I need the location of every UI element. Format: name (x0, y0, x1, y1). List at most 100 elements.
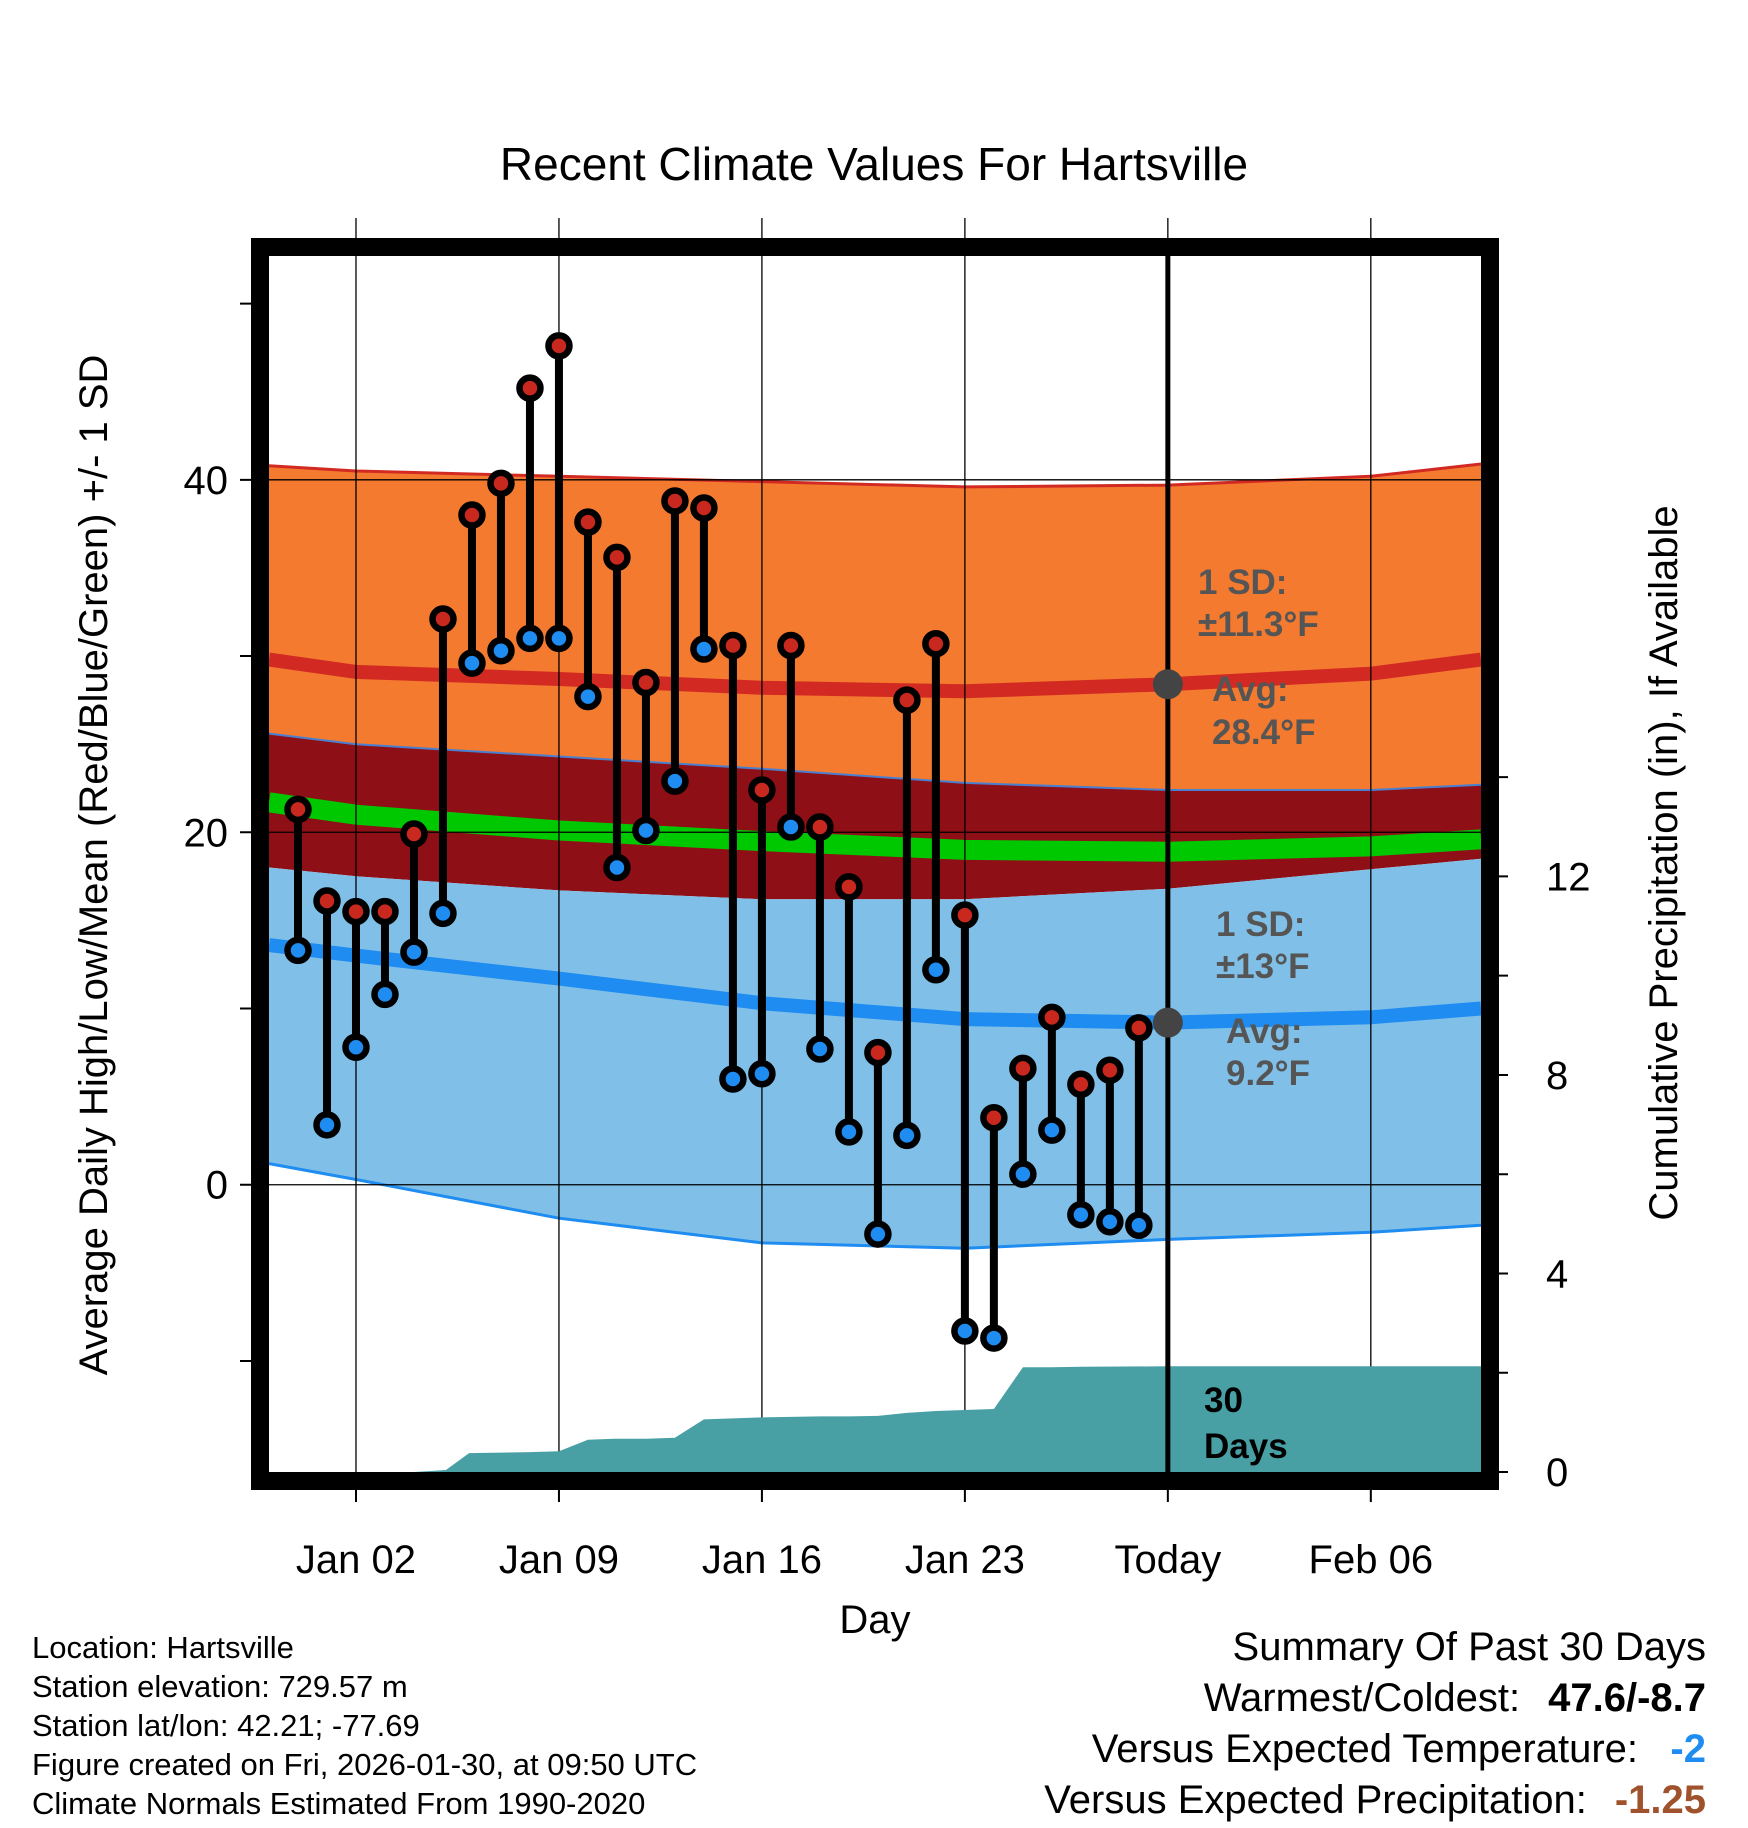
high-point (1125, 1014, 1153, 1042)
high-sd-band (269, 464, 1481, 790)
precip-label: Versus Expected Precipitation: (1044, 1778, 1587, 1822)
x-axis-label: Day (839, 1598, 910, 1642)
low-point (922, 955, 950, 984)
high-point (632, 668, 660, 697)
low-point (429, 899, 457, 928)
low-annotation: 1 SD: ±13°F Avg: 9.2°F (1216, 905, 1310, 1093)
high-point (1067, 1070, 1095, 1099)
high-point (835, 873, 863, 901)
low-point (400, 938, 428, 966)
high-avg-marker (1152, 669, 1183, 700)
low-sd-value: ±13°F (1216, 947, 1310, 986)
low-point (371, 980, 399, 1009)
low-point (835, 1118, 863, 1146)
low-point (284, 936, 312, 965)
high-plus-sd-line (268, 462, 1482, 489)
temp-value: -2 (1670, 1727, 1706, 1771)
high-point (1096, 1056, 1124, 1084)
low-point (980, 1324, 1008, 1352)
low-avg-marker (1152, 1007, 1183, 1038)
temp-label: Versus Expected Temperature: (1091, 1727, 1638, 1771)
x-tick-label: Today (1114, 1538, 1221, 1582)
low-point (313, 1111, 341, 1139)
high-point (1038, 1003, 1066, 1032)
high-point (458, 501, 486, 529)
x-tick-label: Jan 02 (296, 1538, 416, 1582)
precip-series (269, 1366, 1481, 1472)
high-point (516, 374, 544, 402)
y-tick-label: 0 (206, 1164, 228, 1208)
high-point (400, 820, 428, 848)
high-point (487, 469, 515, 498)
normals-text: Climate Normals Estimated From 1990-2020 (32, 1786, 646, 1821)
days-label-word: Days (1204, 1427, 1288, 1466)
low-avg-label: Avg: (1226, 1012, 1302, 1051)
high-point (893, 686, 921, 714)
high-point (777, 631, 805, 660)
high-point (719, 631, 747, 660)
summary-heading: Summary Of Past 30 Days (1232, 1625, 1706, 1669)
low-point (748, 1059, 776, 1088)
low-point (719, 1065, 747, 1093)
x-tick-label: Jan 09 (499, 1538, 619, 1582)
high-point (371, 897, 399, 926)
plot-frame (251, 238, 1499, 1490)
low-point (806, 1035, 834, 1063)
low-point (777, 813, 805, 841)
low-point (516, 624, 544, 653)
y2-tick-label: 8 (1546, 1054, 1568, 1098)
low-point (893, 1121, 921, 1150)
high-point (864, 1038, 892, 1067)
x-tick-label: Feb 06 (1309, 1538, 1434, 1582)
high-point (922, 629, 950, 658)
high-point (545, 332, 573, 360)
high-point (806, 813, 834, 841)
high-sd-label: 1 SD: (1198, 563, 1287, 602)
high-point (574, 508, 602, 536)
y2-axis-label: Cumulative Precipitation (in), If Availa… (1642, 505, 1686, 1220)
low-point (951, 1317, 979, 1345)
average-markers (1152, 669, 1183, 1038)
high-point (313, 887, 341, 915)
summary-panel: Summary Of Past 30 Days Warmest/Coldest:… (1044, 1622, 1706, 1826)
y-tick-label: 20 (184, 811, 229, 855)
low-point (1009, 1160, 1037, 1188)
location-text: Location: Hartsville (32, 1630, 294, 1665)
days-label-count: 30 (1204, 1381, 1243, 1420)
high-point (690, 494, 718, 522)
y-tick-label: 40 (184, 459, 229, 503)
high-avg-value: 28.4°F (1212, 713, 1316, 752)
precip-value: -1.25 (1614, 1778, 1706, 1822)
high-point (748, 776, 776, 804)
low-point (574, 682, 602, 711)
summary-precip-row: Versus Expected Precipitation: -1.25 (1044, 1775, 1706, 1826)
high-minus-sd-line (268, 732, 1482, 791)
high-annotation: 1 SD: ±11.3°F Avg: 28.4°F (1198, 563, 1319, 752)
low-point (864, 1220, 892, 1248)
low-point (458, 649, 486, 677)
summary-warmest-row: Warmest/Coldest: 47.6/-8.7 (1044, 1673, 1706, 1724)
latlon-text: Station lat/lon: 42.21; -77.69 (32, 1708, 420, 1743)
low-point (1096, 1208, 1124, 1236)
y2-tick-label: 12 (1546, 855, 1591, 899)
low-minus-sd-line (268, 1162, 1482, 1250)
low-point (690, 635, 718, 663)
high-point (1009, 1054, 1037, 1083)
high-point (951, 901, 979, 929)
precip-area (269, 1366, 1481, 1472)
warmest-value: 47.6/-8.7 (1548, 1676, 1706, 1720)
high-sd-value: ±11.3°F (1198, 605, 1319, 644)
axis-ticks: Jan 02 Jan 09 Jan 16 Jan 23 Today Feb 0602040… (184, 302, 1591, 1582)
high-avg-line (268, 652, 1482, 699)
y2-tick-label: 0 (1546, 1451, 1568, 1495)
high-point (284, 795, 312, 824)
x-tick-label: Jan 16 (702, 1538, 822, 1582)
low-point (1125, 1211, 1153, 1240)
low-point (487, 637, 515, 665)
created-text: Figure created on Fri, 2026-01-30, at 09… (32, 1747, 698, 1782)
low-avg-value: 9.2°F (1226, 1054, 1310, 1093)
daily-points (284, 332, 1153, 1352)
elevation-text: Station elevation: 729.57 m (32, 1669, 408, 1704)
daily-range-bars (293, 345, 1143, 1339)
